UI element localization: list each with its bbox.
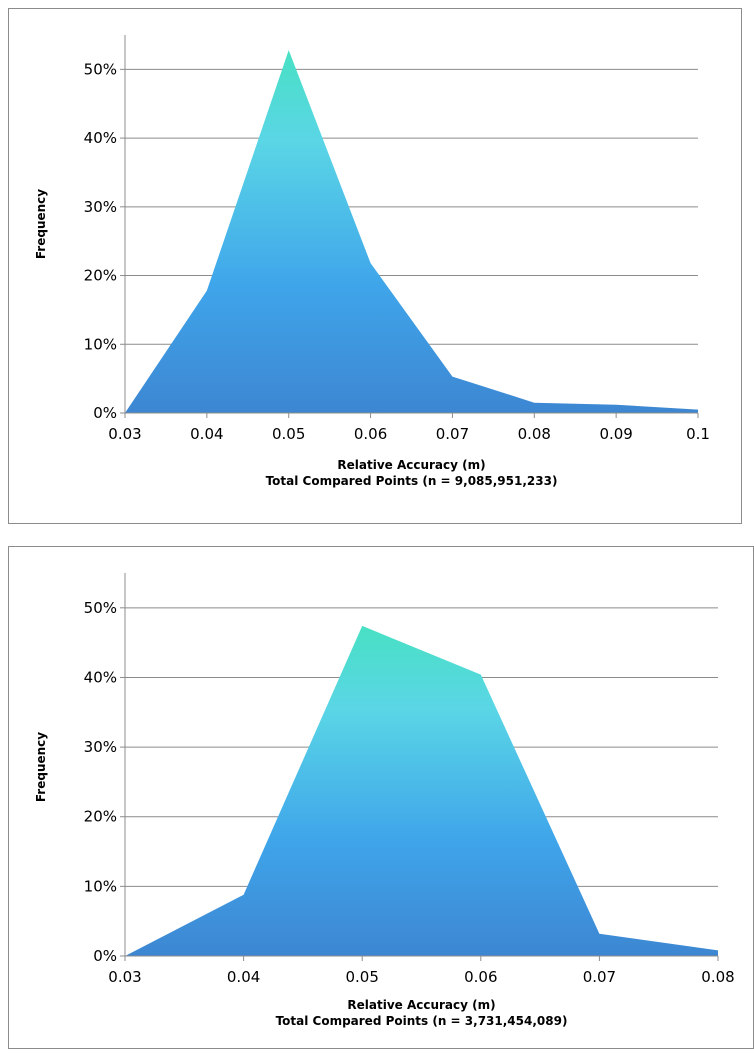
y-tick-label: 10% — [84, 335, 117, 353]
frequency-area-chart-1: 0% 10% 20% 30% 40% 50% 0.03 0.04 0.05 0.06 0.07 0.0… — [8, 8, 742, 524]
y-tick-label: 30% — [84, 738, 117, 756]
x-tick-label: 0.06 — [354, 425, 387, 443]
x-tick-label: 0.06 — [464, 968, 497, 986]
x-tick-label: 0.08 — [518, 425, 551, 443]
y-tick-label: 40% — [84, 668, 117, 686]
x-tick-label: 0.1 — [686, 425, 710, 443]
chart-2-svg: 0% 10% 20% 30% 40% 50% 0.03 0.04 0.05 0.06 0.07 0.0… — [34, 573, 735, 1028]
x-tick-label: 0.05 — [345, 968, 378, 986]
y-axis-title: Frequency — [34, 732, 48, 802]
frequency-area — [125, 50, 698, 414]
x-axis-subtitle: Total Compared Points (n = 9,085,951,233… — [266, 474, 558, 488]
y-tick-label: 30% — [84, 198, 117, 216]
y-axis-title: Frequency — [34, 189, 48, 259]
y-tick-label: 0% — [93, 947, 117, 965]
x-tick-label: 0.07 — [583, 968, 616, 986]
y-tick-label: 20% — [84, 267, 117, 285]
x-tick-label: 0.08 — [701, 968, 734, 986]
y-tick-label: 20% — [84, 808, 117, 826]
y-tick-label: 50% — [84, 60, 117, 78]
x-axis-subtitle: Total Compared Points (n = 3,731,454,089… — [276, 1014, 568, 1028]
x-tick-label: 0.03 — [108, 425, 141, 443]
x-axis-title: Relative Accuracy (m) — [347, 998, 495, 1012]
frequency-area — [125, 625, 718, 956]
x-tick-label: 0.09 — [599, 425, 632, 443]
x-tick-label: 0.07 — [436, 425, 469, 443]
y-tick-label: 50% — [84, 599, 117, 617]
y-tick-label: 10% — [84, 877, 117, 895]
x-axis-title: Relative Accuracy (m) — [337, 458, 485, 472]
y-tick-label: 0% — [93, 404, 117, 422]
x-tick-label: 0.05 — [272, 425, 305, 443]
x-tick-label: 0.03 — [108, 968, 141, 986]
chart-1-svg: 0% 10% 20% 30% 40% 50% 0.03 0.04 0.05 0.06 0.07 0.0… — [34, 35, 710, 488]
x-tick-label: 0.04 — [190, 425, 223, 443]
y-tick-label: 40% — [84, 129, 117, 147]
x-tick-label: 0.04 — [227, 968, 260, 986]
frequency-area-chart-2: 0% 10% 20% 30% 40% 50% 0.03 0.04 0.05 0.06 0.07 0.0… — [8, 546, 754, 1049]
